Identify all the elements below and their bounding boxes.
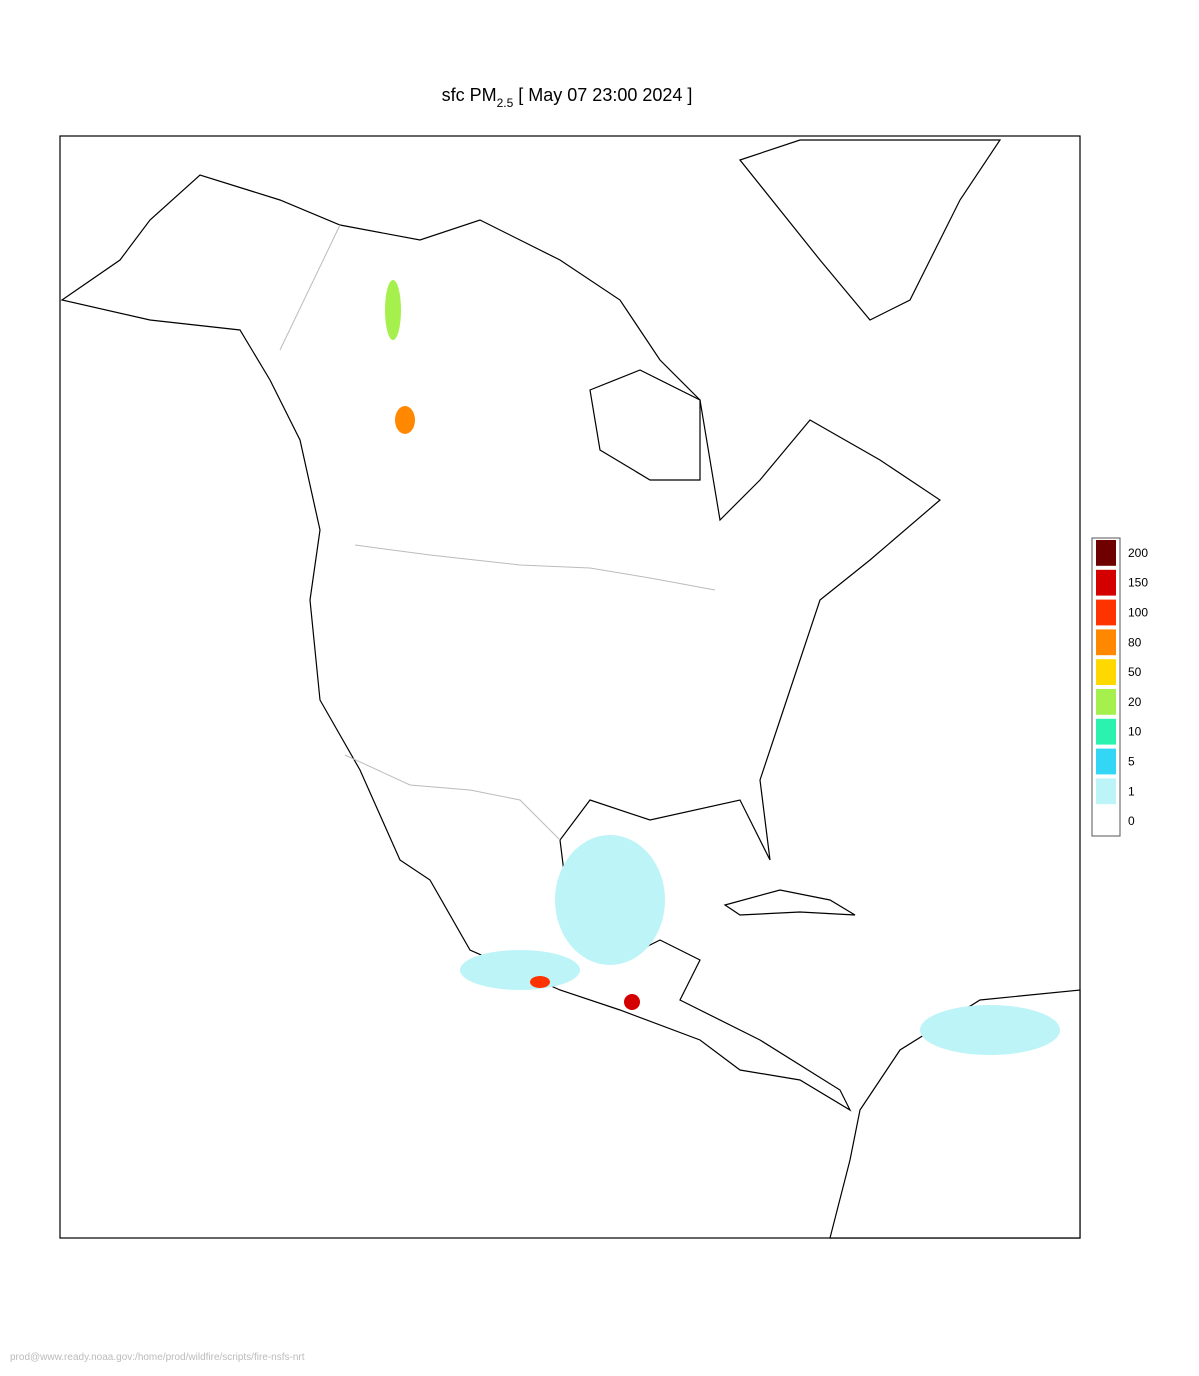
legend-label: 20: [1128, 695, 1142, 709]
fire-plume: [385, 280, 401, 340]
alaska-border: [279, 224, 341, 351]
legend-label: 200: [1128, 546, 1148, 560]
legend-label: 100: [1128, 606, 1148, 620]
legend-label: 5: [1128, 755, 1135, 769]
greenland: [738, 139, 1002, 321]
smoke-plume: [460, 950, 580, 990]
title-prefix: sfc PM: [442, 85, 497, 105]
legend-label: 150: [1128, 576, 1148, 590]
title-subscript: 2.5: [497, 96, 514, 110]
legend-swatch: [1096, 718, 1116, 745]
legend-swatch: [1096, 629, 1116, 656]
fire-hotspot: [395, 406, 415, 434]
legend-label: 10: [1128, 725, 1142, 739]
fire-hotspot: [530, 976, 550, 988]
legend-label: 80: [1128, 635, 1142, 649]
map-title: sfc PM2.5 [ May 07 23:00 2024 ]: [442, 85, 693, 110]
smoke-plume: [555, 835, 665, 965]
legend-swatch: [1096, 808, 1116, 834]
legend-swatch: [1096, 599, 1116, 626]
hudson-bay: [589, 369, 701, 481]
title-suffix: [ May 07 23:00 2024 ]: [518, 85, 692, 105]
legend-label: 0: [1128, 814, 1135, 828]
legend-swatch: [1096, 659, 1116, 685]
legend-swatch: [1096, 569, 1116, 596]
legend-swatch: [1096, 540, 1116, 566]
legend-swatch: [1096, 748, 1116, 775]
north-america: [60, 174, 941, 1112]
us-canada-border: [354, 544, 716, 591]
map-area: [59, 135, 1081, 1239]
legend-swatch: [1096, 778, 1116, 805]
smoke-plume: [920, 1005, 1060, 1055]
footer-path: prod@www.ready.noaa.gov:/home/prod/wildf…: [10, 1352, 305, 1363]
us-mexico-border: [344, 754, 561, 841]
legend-label: 50: [1128, 665, 1142, 679]
cuba: [723, 889, 856, 916]
fire-hotspot: [624, 994, 640, 1010]
legend-swatch: [1096, 689, 1116, 715]
legend-label: 1: [1128, 784, 1135, 798]
legend: 0 1 5 10 20 50 80 100 150 200: [1091, 537, 1148, 837]
